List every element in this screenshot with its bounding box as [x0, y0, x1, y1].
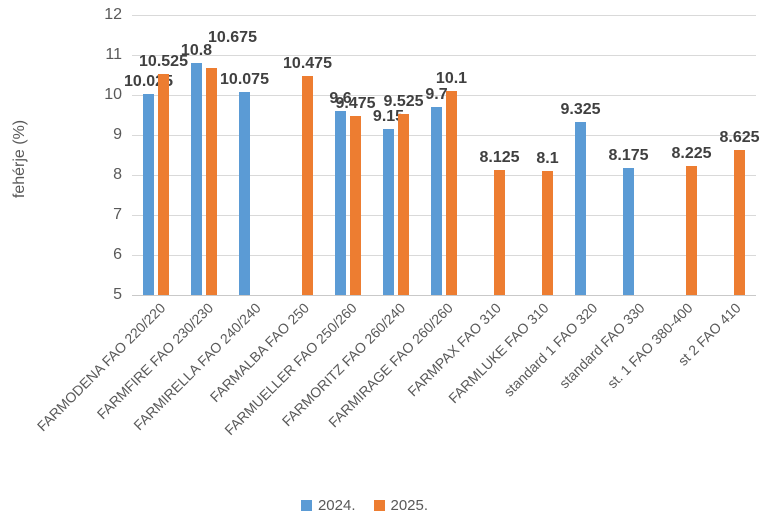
data-label: 10.1	[435, 70, 468, 87]
data-label: 9.325	[560, 101, 601, 118]
gridline	[132, 55, 756, 56]
bar-2025	[734, 150, 745, 295]
legend-items: 2024. 2025.	[300, 497, 429, 514]
gridline	[132, 135, 756, 136]
y-axis-tick-labels: 12 11 10 9 8 7 6 5	[0, 6, 122, 303]
data-label: 9.15	[372, 108, 405, 125]
plot-area: 10.025 10.525 10.8 10.675 10.075 10.475 9.6 9.4…	[124, 15, 760, 296]
data-label: 10.8	[180, 42, 213, 59]
legend-item-2025: 2025.	[373, 497, 429, 514]
bar-2024	[623, 168, 634, 295]
x-category-label: FARMALBA FAO 250	[206, 299, 313, 406]
y-tick-label: 9	[113, 126, 122, 143]
gridline	[132, 175, 756, 176]
bar-2024	[239, 92, 250, 295]
data-label: 8.1	[536, 150, 559, 167]
legend-swatch-icon	[373, 500, 385, 511]
data-label: 8.225	[671, 145, 712, 162]
y-tick-label: 11	[105, 46, 122, 63]
legend-label: 2025.	[390, 497, 429, 514]
bar-2025	[494, 170, 505, 295]
legend: 2024. 2025.	[0, 497, 767, 514]
y-tick-label: 12	[104, 6, 122, 23]
y-tick-label: 7	[113, 206, 122, 223]
data-label: 10.075	[220, 71, 269, 88]
x-category-label: FARMPAX FAO 310	[404, 299, 505, 400]
data-label: 9.7	[425, 86, 448, 103]
x-category-label: FARMFIRE FAO 230/230	[93, 299, 217, 423]
gridline	[132, 215, 756, 216]
bar-2024	[383, 129, 394, 295]
gridline	[132, 95, 756, 96]
data-label: 10.675	[208, 29, 257, 46]
bar-2024	[191, 63, 202, 295]
data-label: 10.525	[139, 53, 188, 70]
x-category-label: FARMORITZ FAO 260/240	[278, 299, 409, 430]
gridline	[132, 15, 756, 16]
bar-2025	[686, 166, 697, 295]
y-tick-label: 8	[113, 166, 122, 183]
y-tick-label: 10	[104, 86, 122, 103]
data-label: 9.475	[335, 95, 376, 112]
legend-label: 2024.	[317, 497, 356, 514]
bar-2024	[143, 94, 154, 295]
x-category-label: FARMLUKE FAO 310	[445, 299, 553, 407]
bar-2025	[542, 171, 553, 295]
bar-2025	[158, 74, 169, 295]
x-category-label: FARMUELLER FAO 250/260	[221, 299, 361, 439]
bar-2024	[335, 111, 346, 295]
x-category-label: st 2 FAO 410	[674, 299, 745, 369]
bar-2025	[350, 116, 361, 295]
data-label: 10.475	[283, 55, 332, 72]
data-label: 8.175	[608, 147, 649, 164]
bar-2025	[446, 91, 457, 295]
gridline	[132, 255, 756, 256]
data-label: 9.6	[329, 90, 352, 107]
legend-item-2024: 2024.	[300, 497, 356, 514]
data-label: 8.125	[479, 149, 520, 166]
y-tick-label: 5	[113, 286, 122, 303]
data-label: 9.525	[383, 93, 424, 110]
legend-swatch-icon	[300, 500, 312, 511]
y-tick-label: 6	[113, 246, 122, 263]
x-category-label: standard FAO 330	[556, 299, 649, 392]
bar-2024	[431, 107, 442, 295]
x-category-label: FARMIRELLA FAO 240/240	[130, 299, 265, 434]
data-label: 8.625	[719, 129, 760, 146]
bar-2025	[302, 76, 313, 295]
x-category-label: standard 1 FAO 320	[500, 299, 601, 400]
x-category-label: FARMODENA FAO 220/220	[33, 299, 169, 435]
bar-2025	[206, 68, 217, 295]
bar-2025	[398, 114, 409, 295]
x-category-label: FARMIRAGE FAO 260/260	[325, 299, 457, 431]
x-category-label: st. 1 FAO 380-400	[604, 299, 697, 392]
bar-2024	[575, 122, 586, 295]
